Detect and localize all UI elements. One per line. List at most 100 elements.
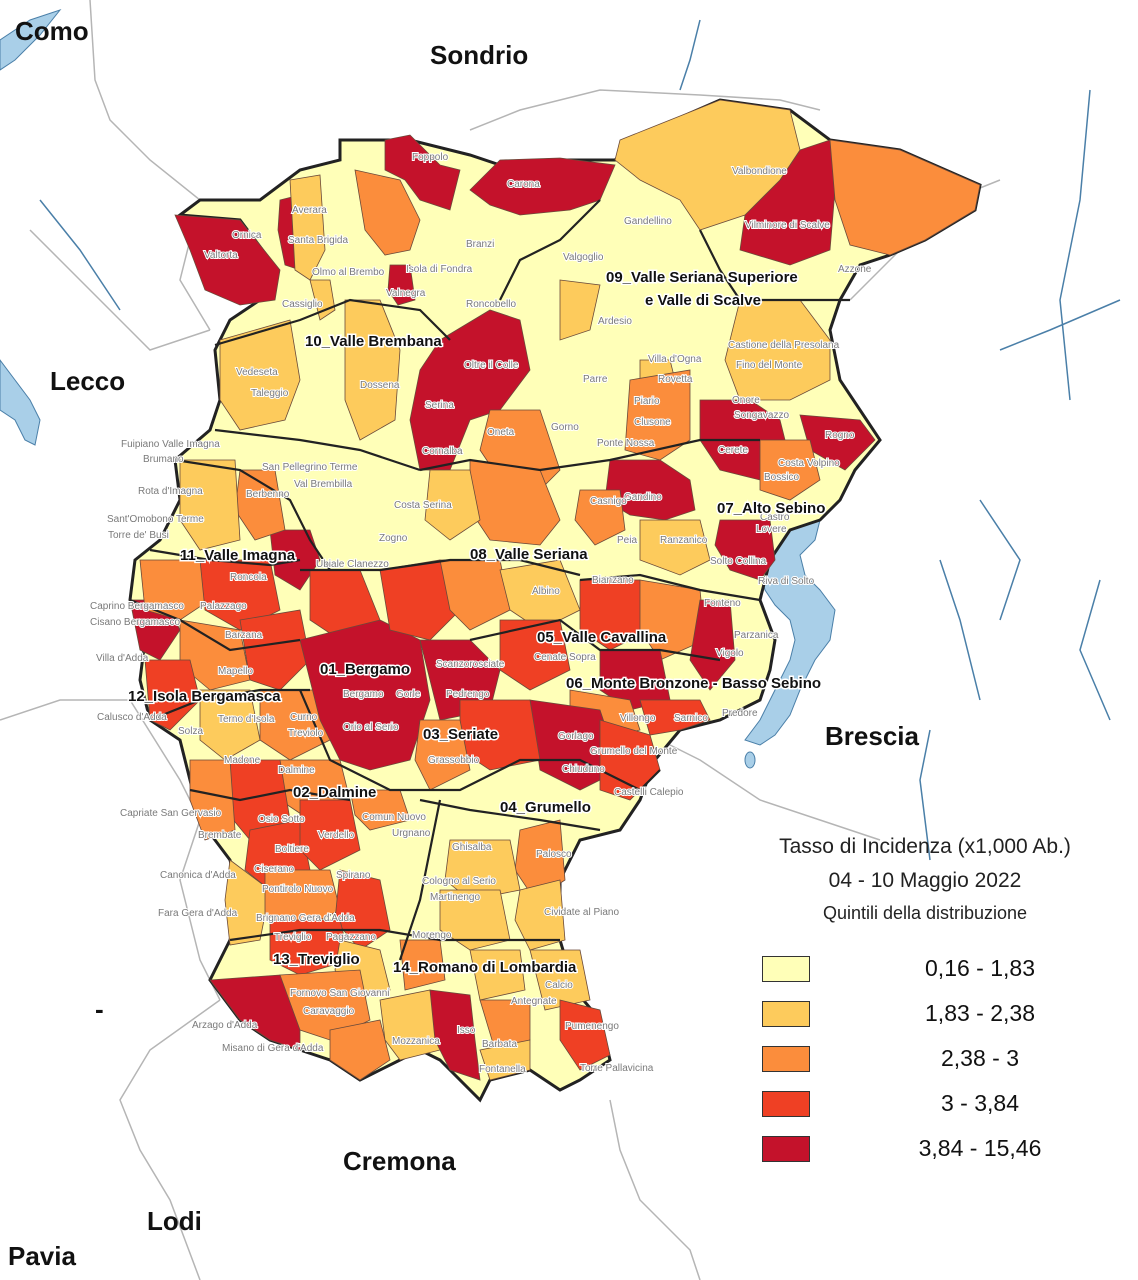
area-red	[379, 559, 461, 641]
town-label: Branzi	[466, 239, 494, 250]
town-label: Oneta	[487, 427, 515, 438]
town-label: Carona	[507, 179, 540, 190]
legend-subtitle: Quintili della distribuzione	[822, 903, 1028, 923]
town-label: Castelli Calepio	[614, 787, 684, 798]
town-label: Isso	[457, 1025, 476, 1036]
district-label: 08_Valle Seriana	[470, 546, 588, 563]
area-red	[639, 699, 711, 736]
area-dark-red	[469, 157, 616, 216]
area-orange	[329, 1019, 391, 1081]
legend-item: 3,84 - 15,46	[740, 1126, 1110, 1171]
town-label: Villa d'Adda	[96, 653, 149, 664]
town-label: Rota d'Imagna	[138, 486, 203, 497]
legend-label: 0,16 - 1,83	[925, 955, 1035, 981]
town-label: Valgoglio	[563, 252, 604, 263]
town-label: Ponte Nossa	[597, 438, 655, 449]
legend-swatch	[762, 955, 810, 982]
legend-period: 04 - 10 Maggio 2022	[828, 869, 1022, 892]
town-label: Torre de' Busi	[108, 530, 169, 541]
area-red	[299, 799, 361, 871]
town-label: Ornica	[232, 230, 262, 241]
town-label: Comun Nuovo	[362, 812, 426, 823]
legend-label: 2,38 - 3	[941, 1045, 1019, 1071]
town-label: Caravaggio	[303, 1006, 355, 1017]
town-label: Songavazzo	[734, 410, 789, 421]
town-label: Cassiglio	[282, 299, 323, 310]
town-label: Foppolo	[412, 152, 449, 163]
town-label: Mapello	[218, 666, 253, 677]
town-label: Averara	[292, 205, 327, 216]
area-light-orange	[439, 889, 511, 951]
town-label: Castro	[760, 512, 790, 523]
area-light-orange	[424, 469, 481, 541]
town-label: Palosco	[536, 849, 572, 860]
town-label: Treviolo	[288, 728, 324, 739]
town-label: Fuipiano Valle Imagna	[121, 439, 220, 450]
town-label: Albino	[532, 586, 560, 597]
town-label: Barbata	[482, 1039, 517, 1050]
town-label: Casnigo	[590, 496, 627, 507]
legend-items: 0,16 - 1,83 1,83 - 2,38 2,38 - 3 3 - 3,8…	[740, 946, 1110, 1171]
area-dark-red	[387, 264, 416, 306]
district-boundaries	[129, 199, 850, 961]
town-label: Pedrengo	[446, 689, 490, 700]
town-label: Caprino Bergamasco	[90, 601, 184, 612]
province-label-cremona: Cremona	[343, 1146, 456, 1176]
district-label: 13_Treviglio	[273, 951, 360, 968]
area-light-orange	[529, 949, 591, 1011]
town-label: Roncola	[230, 572, 267, 583]
town-label: Capriate San Gervasio	[120, 808, 222, 819]
town-label: Palazzago	[200, 601, 247, 612]
town-label: Madone	[224, 755, 261, 766]
town-label: Costa Volpino	[778, 458, 840, 469]
town-label: Pontirolo Nuovo	[262, 884, 334, 895]
area-light-orange	[289, 174, 326, 281]
town-label: Bossico	[764, 472, 799, 483]
area-orange	[829, 139, 981, 256]
town-label: Parre	[583, 374, 608, 385]
town-label: Oltre il Colle	[464, 360, 519, 371]
town-label: Misano di Gera d'Adda	[222, 1043, 324, 1054]
town-label: Taleggio	[251, 388, 289, 399]
town-label: Isola di Fondra	[406, 264, 473, 275]
legend-swatch	[762, 1045, 810, 1072]
town-label: Grassobbio	[428, 755, 480, 766]
town-label: San Pellegrino Terme	[262, 462, 358, 473]
district-label: 10_Valle Brembana	[305, 333, 442, 350]
province-labels: Como Sondrio Lecco Brescia Cremona Lodi …	[8, 16, 919, 1271]
area-light-orange	[219, 319, 301, 431]
area-orange	[414, 719, 471, 791]
town-label: Terno d'Isola	[218, 714, 275, 725]
district-label: 06_Monte Bronzone - Basso Sebino	[566, 675, 821, 692]
town-label: Ciserano	[254, 864, 294, 875]
area-light-orange	[614, 99, 801, 231]
town-label: Bergamo	[343, 689, 384, 700]
district-label: e Valle di Scalve	[645, 292, 761, 309]
district-labels: 09_Valle Seriana Superiore e Valle di Sc…	[127, 268, 827, 978]
town-label: Santa Brigida	[288, 235, 348, 246]
district-label: 14_Romano di Lombardia	[393, 959, 577, 976]
lake-lecco	[0, 359, 41, 446]
area-light-orange	[724, 299, 831, 401]
area-dark-red	[409, 309, 531, 471]
town-label: Costa Serina	[394, 500, 452, 511]
town-label: Canonica d'Adda	[160, 870, 236, 881]
area-orange	[399, 939, 446, 991]
town-label: Brembate	[198, 830, 242, 841]
town-label: Ardesio	[598, 316, 632, 327]
legend-item: 0,16 - 1,83	[740, 946, 1110, 991]
area-red	[144, 659, 201, 731]
town-label: Vedeseta	[236, 367, 278, 378]
area-light-orange	[559, 279, 601, 341]
town-label: Dossena	[360, 380, 400, 391]
town-label: Gorle	[396, 689, 421, 700]
town-label: Olmo al Brembo	[312, 267, 385, 278]
town-label: Solza	[178, 726, 203, 737]
district-label: 11_Valle Imagna	[180, 547, 296, 564]
town-label: Ghisalba	[452, 842, 492, 853]
town-label: Fontanella	[479, 1064, 526, 1075]
lake-como	[0, 8, 62, 71]
area-orange	[354, 169, 421, 256]
town-label: Cologno al Serio	[422, 876, 496, 887]
